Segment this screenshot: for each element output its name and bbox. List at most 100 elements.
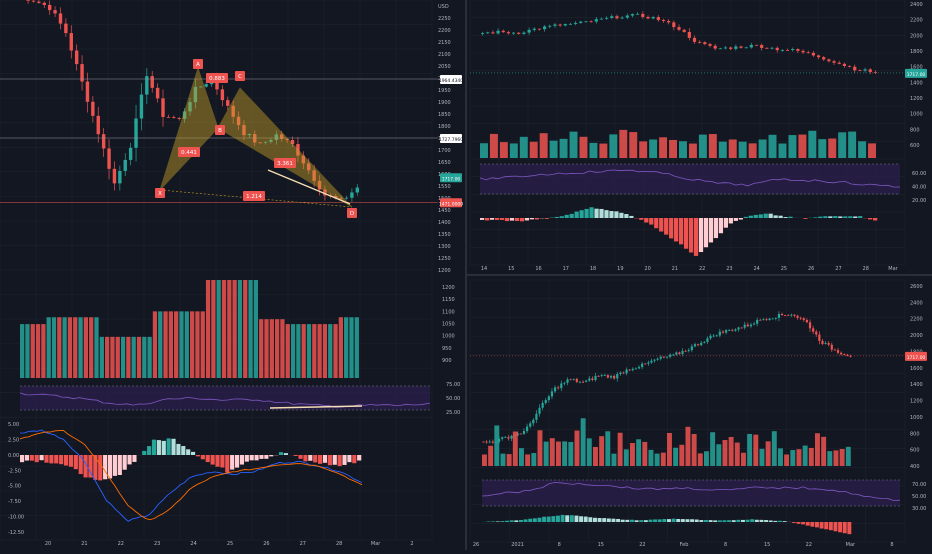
br-macd-bar: [491, 521, 495, 522]
tr-volume-bar: [560, 139, 568, 158]
br-macd-bar: [593, 518, 597, 522]
br-candle-body: [709, 336, 711, 339]
br-macd-bar: [625, 520, 629, 522]
br-candle-body: [482, 442, 484, 443]
left-candle-body: [26, 0, 29, 1]
tr-macd-bar: [535, 218, 539, 219]
tr-macd-bar: [649, 218, 653, 225]
tr-macd-bar: [759, 214, 763, 218]
left-candle-body: [75, 51, 78, 65]
br-volume-bar: [642, 442, 647, 466]
br-volume-bar: [723, 440, 728, 466]
br-candle-body: [815, 332, 817, 335]
left-candle-body: [172, 117, 175, 118]
tr-candle-body: [595, 19, 598, 21]
left-volume-bar: [20, 324, 24, 378]
br-candle-body: [725, 330, 727, 332]
br-macd-bar: [556, 516, 560, 522]
tr-volume-bar: [540, 133, 548, 158]
left-macd-bar: [64, 455, 68, 466]
tr-volume-bar: [729, 139, 737, 158]
br-volume-bar: [815, 433, 820, 466]
br-price-tick: 2000: [910, 333, 923, 339]
tr-candle-body: [564, 24, 567, 25]
br-rsi-tick: 70.00: [912, 482, 926, 488]
left-macd-tick: 0.00: [8, 453, 19, 459]
tr-volume-bar: [828, 138, 836, 158]
tr-macd-bar: [774, 215, 778, 218]
br-macd-bar: [783, 521, 787, 522]
left-price-tick: 2100: [438, 52, 451, 58]
left-volume-bar: [78, 317, 82, 378]
left-volume-bar: [264, 319, 268, 378]
br-macd-bar: [769, 521, 773, 522]
left-x-tick: 2: [410, 541, 413, 547]
br-candle-body: [616, 374, 618, 378]
left-macd-bar: [294, 455, 298, 456]
br-candle-body: [579, 382, 581, 383]
left-volume-bar: [206, 280, 210, 378]
br-candle-body: [744, 325, 746, 328]
tr-candle-body: [791, 49, 794, 50]
left-volume-bar: [158, 311, 162, 378]
left-candle-body: [53, 10, 56, 13]
tr-x-tick: 17: [563, 266, 569, 272]
left-x-tick: 25: [227, 541, 233, 547]
br-candle-body: [622, 373, 624, 374]
tr-macd-bar: [515, 218, 519, 221]
br-volume-bar: [575, 431, 580, 466]
br-volume-bar: [587, 438, 592, 466]
tr-candle-body: [822, 57, 825, 59]
left-macd-bar: [186, 449, 190, 455]
tr-candle-body: [646, 17, 649, 19]
tr-macd-bar: [828, 216, 832, 218]
left-macd-bar: [40, 455, 44, 460]
tr-candle-body: [848, 66, 851, 67]
br-macd-bar: [533, 518, 537, 522]
br-candle-body: [542, 403, 544, 408]
tr-macd-bar: [709, 218, 713, 242]
tr-candle-body: [605, 18, 608, 19]
br-macd-bar: [727, 520, 731, 522]
left-volume-bar: [344, 317, 348, 378]
br-volume-bar: [827, 451, 832, 466]
left-volume-bar: [339, 317, 343, 378]
tr-candle-body: [719, 48, 722, 49]
left-volume-bar: [36, 324, 40, 378]
left-tag-2: 1727.7960: [439, 137, 463, 143]
br-macd-bar: [810, 522, 814, 527]
left-rsi-tick: 25.00: [446, 410, 460, 416]
br-volume-bar: [605, 431, 610, 466]
br-macd-bar: [644, 520, 648, 522]
br-macd-bar: [639, 520, 643, 522]
tr-volume-bar: [589, 143, 597, 158]
br-volume-bar: [513, 432, 518, 466]
br-candle-body: [526, 427, 528, 432]
left-macd-bar: [298, 455, 302, 459]
tr-price-tick: 2400: [910, 2, 923, 8]
tr-macd-bar: [843, 216, 847, 218]
pattern-ratio-4: 1.214: [246, 194, 262, 200]
br-volume-bar: [599, 436, 604, 466]
br-price-tick: 1200: [910, 399, 923, 405]
br-macd-bar: [690, 519, 694, 522]
tr-candle-body: [755, 45, 758, 46]
left-vol-tick: 1150: [442, 297, 455, 303]
tr-candle-body: [631, 14, 634, 15]
left-volume-bar: [328, 324, 332, 378]
tr-macd-bar: [500, 218, 504, 220]
br-candle-body: [657, 359, 659, 360]
br-macd-bar: [686, 519, 690, 522]
tr-x-tick: 24: [753, 266, 759, 272]
left-macd-bar: [35, 455, 39, 462]
br-volume-bar: [679, 445, 684, 466]
br-volume-bar: [809, 448, 814, 466]
br-volume-bar: [501, 454, 506, 466]
tr-volume-bar: [609, 134, 617, 158]
left-macd-tick: -10.00: [8, 515, 24, 521]
left-volume-bar: [243, 280, 247, 378]
br-candle-body: [812, 328, 814, 331]
tr-macd-bar: [689, 218, 693, 252]
tr-volume-bar: [779, 144, 787, 158]
left-volume-bar: [318, 324, 322, 378]
